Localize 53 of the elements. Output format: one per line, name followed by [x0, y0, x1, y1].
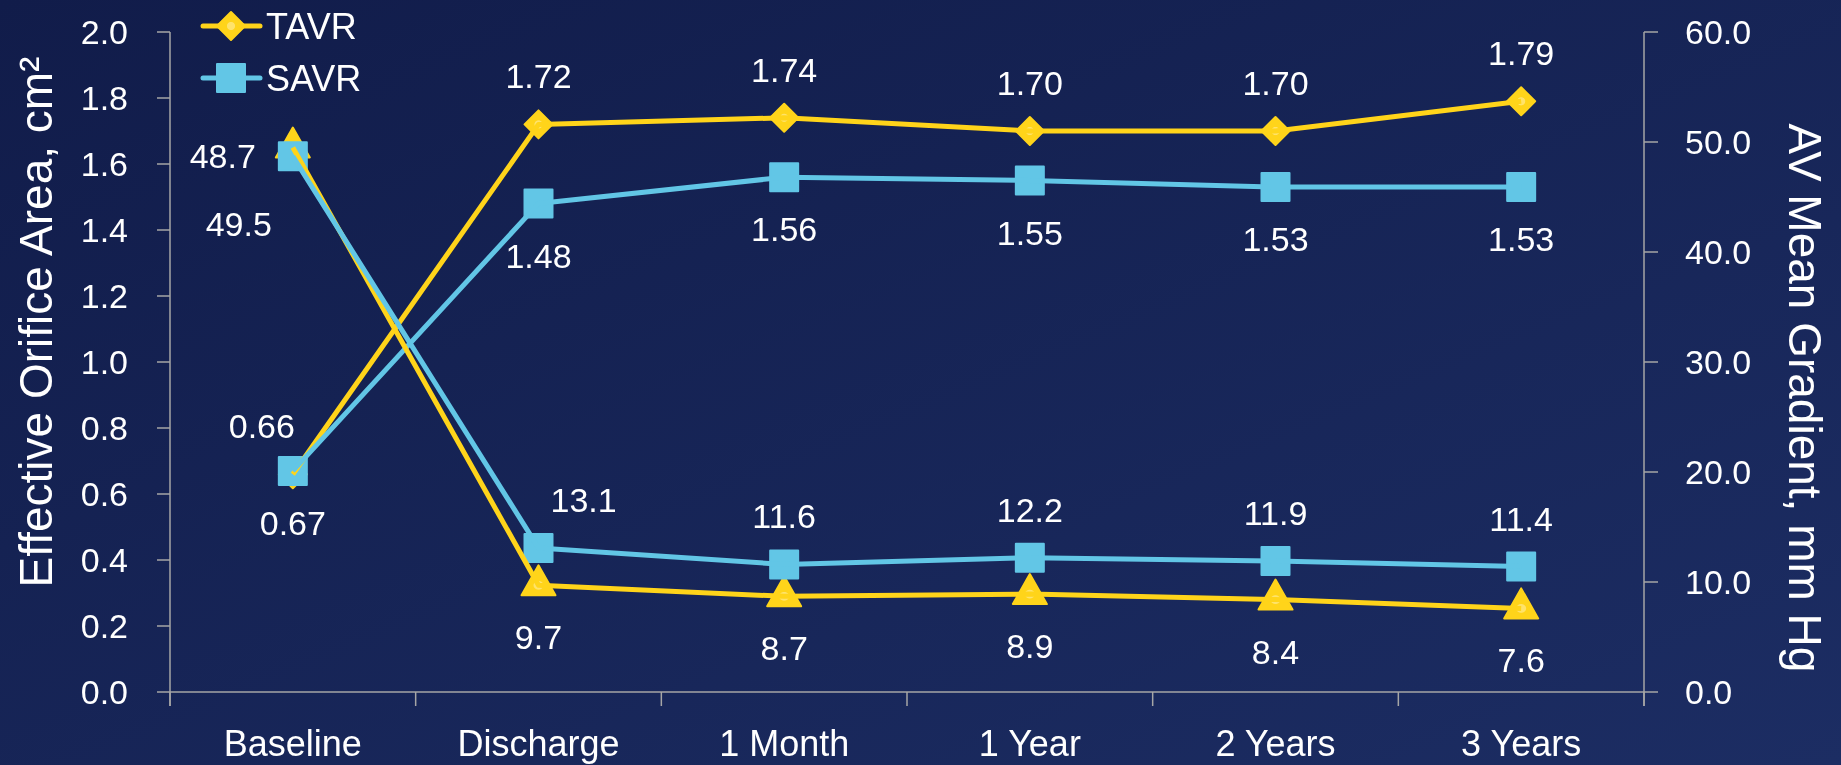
y-tick-label: 0.2: [80, 606, 128, 645]
data-label: 13.1: [550, 480, 617, 519]
data-label: 11.6: [752, 497, 816, 536]
y-tick-label: 0.8: [80, 408, 128, 447]
data-label: 0.66: [228, 407, 295, 446]
data-label: 12.2: [996, 490, 1063, 529]
data-label: 1.79: [1488, 34, 1555, 73]
y2-tick-label: 60.0: [1685, 12, 1752, 51]
data-label: 7.6: [1497, 641, 1545, 680]
y2-axis-title: AV Mean Gradient, mm Hg: [1779, 123, 1831, 673]
y-tick-label: 0.4: [80, 540, 128, 579]
y-tick-label: 1.2: [80, 276, 128, 315]
data-label: 11.4: [1489, 499, 1553, 538]
y-tick-label: 0.6: [80, 474, 128, 513]
x-tick-label: 3 Years: [1461, 723, 1582, 764]
data-label: 1.55: [996, 213, 1063, 252]
y2-tick-label: 40.0: [1685, 232, 1752, 271]
y2-tick-label: 20.0: [1685, 452, 1752, 491]
y-tick-label: 2.0: [80, 12, 128, 51]
data-label: 1.72: [505, 57, 572, 96]
point: [1506, 172, 1537, 203]
y2-tick-label: 10.0: [1685, 562, 1752, 601]
y2-tick-label: 30.0: [1685, 342, 1752, 381]
y-axis-title: Effective Orifice Area, cm²: [10, 56, 62, 588]
data-label: 8.7: [760, 629, 808, 668]
y-tick-label: 1.4: [80, 210, 128, 249]
data-label: 1.48: [505, 236, 572, 275]
data-label: 11.9: [1243, 494, 1308, 533]
data-label: 8.4: [1251, 632, 1300, 671]
data-label: 1.70: [1242, 64, 1309, 102]
x-tick-label: Baseline: [223, 723, 362, 764]
data-label: 1.56: [751, 210, 818, 249]
x-tick-label: 1 Month: [719, 723, 850, 764]
data-label: 1.70: [996, 64, 1063, 102]
legend-label: TAVR: [266, 6, 357, 47]
y-tick-label: 0.0: [80, 672, 128, 711]
y-tick-label: 1.6: [80, 144, 128, 183]
y2-tick-label: 0.0: [1685, 672, 1733, 711]
data-label: 1.53: [1488, 220, 1555, 259]
x-tick-label: Discharge: [457, 723, 620, 764]
data-label: 1.53: [1242, 220, 1309, 259]
y-tick-label: 1.8: [80, 78, 128, 117]
x-tick-label: 2 Years: [1215, 723, 1336, 764]
y-tick-label: 1.0: [80, 342, 128, 381]
data-label: 48.7: [189, 137, 256, 176]
y2-tick-label: 50.0: [1685, 122, 1752, 161]
data-label: 1.74: [751, 50, 818, 89]
data-label: 49.5: [205, 204, 272, 243]
data-label: 8.9: [1006, 627, 1054, 666]
data-label: 9.7: [514, 618, 563, 657]
data-label: 0.67: [259, 503, 326, 542]
legend-label: SAVR: [266, 58, 362, 99]
x-tick-label: 1 Year: [978, 723, 1081, 764]
